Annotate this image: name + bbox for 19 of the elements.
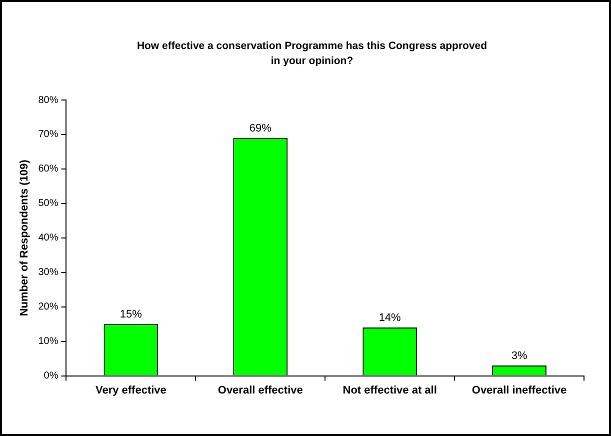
y-tick-label: 0% [44, 370, 58, 382]
x-tick-label: Not effective at all [342, 384, 437, 396]
y-tick-label: 10% [38, 336, 58, 348]
x-tick-label: Overall ineffective [472, 384, 567, 396]
y-tick-label: 20% [38, 302, 58, 313]
data-label: 69% [249, 122, 272, 134]
y-tick-label: 80% [38, 94, 58, 106]
x-tick-label: Very effective [95, 384, 166, 396]
data-label: 15% [120, 308, 142, 321]
y-axis-title: Number of Respondents (109) [18, 159, 31, 316]
data-label: 14% [378, 312, 402, 324]
data-label: 3% [511, 350, 528, 362]
chart-title: How effective a conservation Programme has this Congress approved in your opinion? [136, 39, 488, 69]
y-tick-label: 40% [38, 232, 58, 244]
y-tick-label: 70% [38, 129, 58, 140]
x-tick-label: Overall effective [218, 384, 303, 396]
y-tick-label: 30% [38, 267, 58, 278]
y-tick-label: 50% [38, 198, 58, 210]
y-tick-label: 60% [38, 164, 58, 175]
